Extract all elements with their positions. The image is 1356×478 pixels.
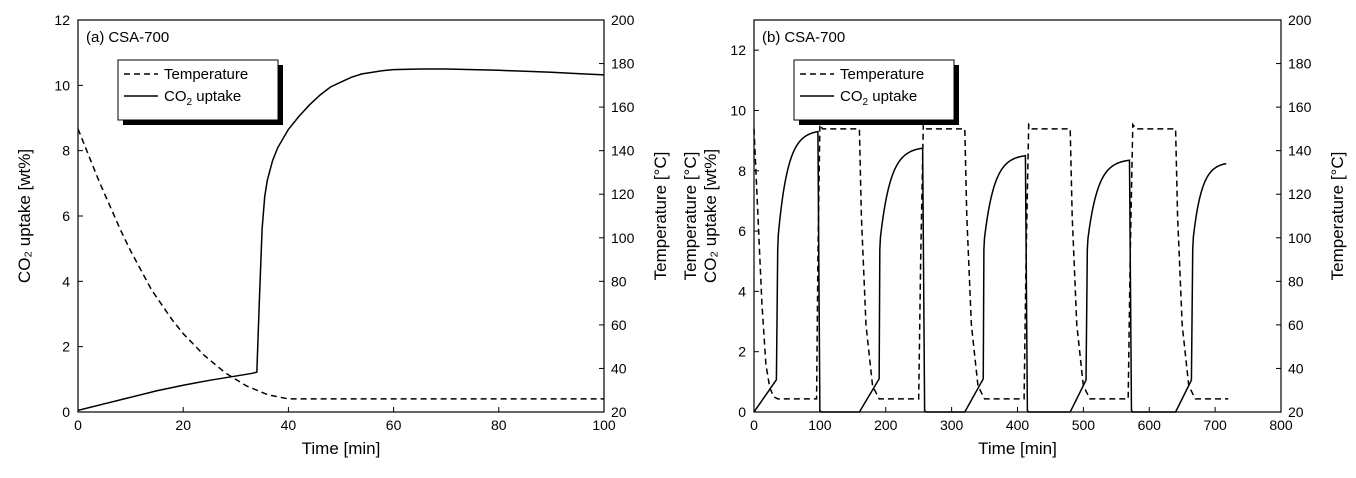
legend-text-main: CO bbox=[164, 88, 187, 105]
y-right-tick-label: 120 bbox=[611, 186, 635, 202]
x-tick-label: 80 bbox=[491, 417, 507, 433]
y-axis-label: CO₂ uptake [wt%] bbox=[701, 149, 720, 283]
y-tick-label: 2 bbox=[62, 339, 70, 355]
y-tick-label: 8 bbox=[62, 143, 70, 159]
y-right-axis-label: Temperature [°C] bbox=[651, 152, 670, 281]
temperature-line bbox=[77, 128, 604, 400]
y-tick-label: 12 bbox=[730, 42, 746, 58]
y-right-tick-label: 20 bbox=[611, 404, 627, 420]
y-tick-label: 0 bbox=[62, 404, 70, 420]
x-tick-label: 400 bbox=[1006, 417, 1030, 433]
y-right-tick-label: 200 bbox=[611, 12, 635, 28]
legend-text-main: Temperature bbox=[164, 66, 248, 83]
y-tick-label: 4 bbox=[62, 273, 70, 289]
panel-letter: (b) bbox=[762, 29, 780, 46]
x-tick-label: 20 bbox=[175, 417, 191, 433]
x-tick-label: 600 bbox=[1138, 417, 1162, 433]
panel-label: (a) CSA-700 bbox=[86, 29, 169, 46]
legend-text-main: Temperature bbox=[840, 66, 924, 83]
y-right-tick-label: 120 bbox=[1288, 186, 1312, 202]
panel-b: 0 100 200 300 400 500 600 700 800 0 2 4 6 8 10 12 20 40 60… bbox=[681, 12, 1347, 458]
y-right-tick-label: 200 bbox=[1288, 12, 1312, 28]
panel-letter: (a) bbox=[86, 29, 104, 46]
y-right-tick-label: 140 bbox=[611, 143, 635, 159]
x-tick-label: 700 bbox=[1203, 417, 1227, 433]
x-tick-label: 100 bbox=[808, 417, 832, 433]
y-right-tick-label: 140 bbox=[1288, 143, 1312, 159]
legend-subscript: 2 bbox=[863, 97, 869, 108]
y-right-tick-label: 60 bbox=[1288, 317, 1304, 333]
panel-a: 0 20 40 60 80 100 0 2 4 6 8 10 12 20 40 60 80 100 120 140 16… bbox=[15, 12, 670, 458]
x-axis-label: Time [min] bbox=[302, 439, 381, 458]
y-right-tick-label: 100 bbox=[611, 230, 635, 246]
x-tick-label: 300 bbox=[940, 417, 964, 433]
y-axis-label: CO₂ uptake [wt%] bbox=[15, 149, 34, 283]
y-tick-label: 8 bbox=[738, 163, 746, 179]
sample-name: CSA-700 bbox=[784, 29, 845, 46]
co2-uptake-line bbox=[753, 130, 1227, 413]
y-right-tick-label: 80 bbox=[1288, 273, 1304, 289]
y-right-tick-label: 60 bbox=[611, 317, 627, 333]
legend-entry: CO2 uptake bbox=[840, 88, 917, 108]
y-right-tick-label: 40 bbox=[1288, 360, 1304, 376]
x-tick-label: 0 bbox=[74, 417, 82, 433]
y-right-tick-label: 160 bbox=[1288, 99, 1312, 115]
x-tick-label: 100 bbox=[592, 417, 616, 433]
legend-subscript: 2 bbox=[187, 97, 193, 108]
y-tick-label: 4 bbox=[738, 283, 746, 299]
x-tick-label: 0 bbox=[750, 417, 758, 433]
y-tick-label: 6 bbox=[62, 208, 70, 224]
temperature-line bbox=[753, 121, 1229, 400]
y-right-tick-label: 160 bbox=[611, 99, 635, 115]
legend-entry: Temperature bbox=[840, 66, 924, 83]
panel-label: (b) CSA-700 bbox=[762, 29, 845, 46]
y-tick-label: 10 bbox=[54, 77, 70, 93]
y-right-tick-label: 40 bbox=[611, 360, 627, 376]
y-right-tick-label: 20 bbox=[1288, 404, 1304, 420]
co2-uptake-line bbox=[77, 68, 605, 412]
legend-text-rest: uptake bbox=[192, 88, 241, 105]
x-tick-label: 500 bbox=[1072, 417, 1096, 433]
y-tick-label: 10 bbox=[730, 102, 746, 118]
x-tick-label: 60 bbox=[386, 417, 402, 433]
sample-name: CSA-700 bbox=[108, 29, 169, 46]
x-tick-label: 40 bbox=[281, 417, 297, 433]
x-tick-label: 200 bbox=[874, 417, 898, 433]
legend-text-rest: uptake bbox=[868, 88, 917, 105]
legend-text-main: CO bbox=[840, 88, 863, 105]
y-axis-label-secondary: Temperature [°C] bbox=[681, 152, 700, 281]
x-tick-label: 800 bbox=[1269, 417, 1293, 433]
legend-entry: CO2 uptake bbox=[164, 88, 241, 108]
y-right-axis-label: Temperature [°C] bbox=[1328, 152, 1347, 281]
y-right-tick-label: 100 bbox=[1288, 230, 1312, 246]
y-tick-label: 12 bbox=[54, 12, 70, 28]
legend-entry: Temperature bbox=[164, 66, 248, 83]
y-tick-label: 2 bbox=[738, 344, 746, 360]
y-tick-label: 6 bbox=[738, 223, 746, 239]
y-right-tick-label: 180 bbox=[1288, 56, 1312, 72]
y-tick-label: 0 bbox=[738, 404, 746, 420]
y-right-tick-label: 180 bbox=[611, 56, 635, 72]
legend-box bbox=[117, 59, 279, 121]
y-right-tick-label: 80 bbox=[611, 273, 627, 289]
x-axis-label: Time [min] bbox=[978, 439, 1057, 458]
legend-box bbox=[793, 59, 955, 121]
